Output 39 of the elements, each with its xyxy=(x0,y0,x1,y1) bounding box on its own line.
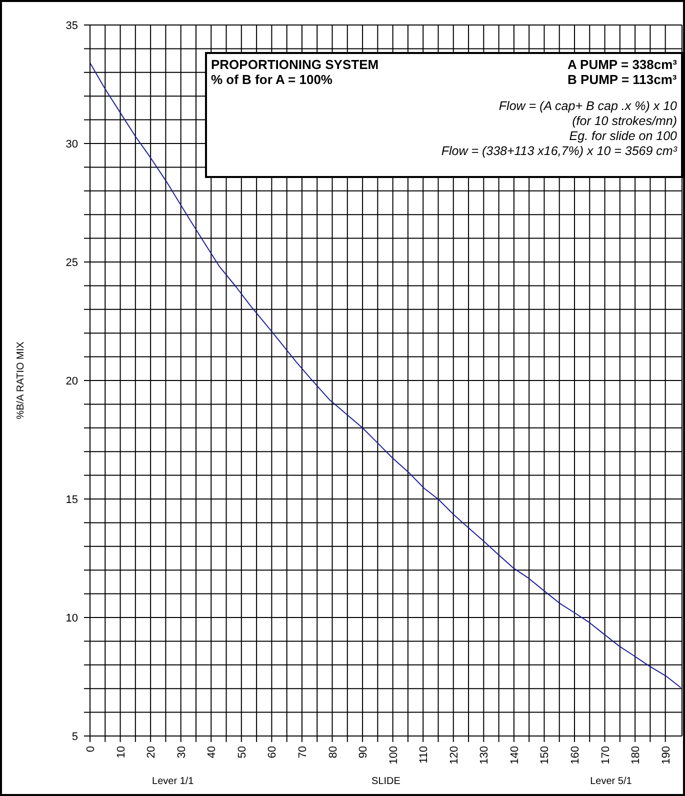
y-tick-label: 20 xyxy=(66,376,78,388)
y-tick-label: 30 xyxy=(66,138,78,150)
x-tick-label: 60 xyxy=(266,746,279,758)
x-tick-label: 40 xyxy=(206,746,218,758)
x-tick-label: 190 xyxy=(660,746,672,764)
x-axis-title: SLIDE xyxy=(372,776,400,787)
y-tick-label: 15 xyxy=(66,494,78,506)
x-tick-label: 120 xyxy=(448,746,460,764)
text: Lever 5/1 xyxy=(590,776,632,787)
y-axis-title: %B/A RATIO MIX xyxy=(16,341,27,420)
x-tick-label: 130 xyxy=(478,746,491,764)
x-tick-label: 20 xyxy=(146,746,158,758)
x-tick-label: 90 xyxy=(358,746,370,758)
annotation: Eg. for slide on 100 xyxy=(568,129,677,144)
text: Lever 1/1 xyxy=(152,776,194,787)
x-tick-label: 140 xyxy=(508,746,521,764)
x-tick-label: 100 xyxy=(388,746,400,764)
y-tick-label: 10 xyxy=(66,612,78,624)
y-tick-label: 5 xyxy=(72,731,78,743)
annotation: B PUMP = 113cm³ xyxy=(568,72,677,87)
annotation: A PUMP = 338cm³ xyxy=(568,57,677,72)
annotation: Flow = (A cap+ B cap .x %) x 10 xyxy=(498,99,677,114)
x-tick-label: 80 xyxy=(327,746,340,758)
annotation: (for 10 strokes/mn) xyxy=(571,114,677,129)
x-tick-label: 110 xyxy=(418,746,430,764)
x-tick-label: 50 xyxy=(236,746,248,758)
y-tick-label: 25 xyxy=(66,257,78,269)
x-tick-label: 0 xyxy=(85,746,97,752)
y-tick-label: 35 xyxy=(66,20,78,32)
x-tick-label: 10 xyxy=(115,746,128,758)
text: % of B for A = 100% xyxy=(211,72,334,87)
annotation: Flow = (338+113 x16,7%) x 10 = 3569 cm³ xyxy=(440,144,677,159)
x-tick-label: 160 xyxy=(570,746,582,764)
x-tick-label: 30 xyxy=(176,746,188,758)
x-tick-label: 170 xyxy=(600,746,612,764)
x-tick-label: 180 xyxy=(630,746,642,764)
x-tick-label: 70 xyxy=(296,746,309,758)
x-tick-label: 150 xyxy=(539,746,552,764)
text: PROPORTIONING SYSTEM xyxy=(211,57,379,72)
